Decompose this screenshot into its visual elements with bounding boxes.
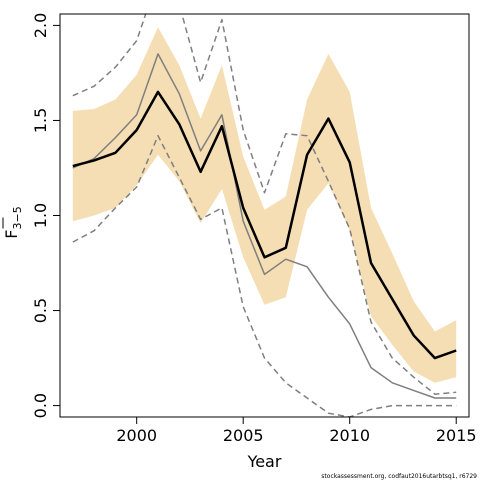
y-axis-title-main: F xyxy=(2,230,21,239)
y-tick-label: 0.5 xyxy=(31,298,50,323)
y-axis-title: F3−5 xyxy=(2,206,24,238)
plot-area xyxy=(72,14,457,417)
y-tick-label: 2.0 xyxy=(31,13,50,38)
previous-estimate-line xyxy=(72,53,457,399)
svg-text:F3−5: F3−5 xyxy=(2,206,24,238)
x-tick-label: 2015 xyxy=(436,426,477,445)
previous-ci-lower-line xyxy=(72,134,457,417)
estimate-line xyxy=(72,90,457,360)
confidence-band xyxy=(72,27,457,383)
x-tick-label: 2005 xyxy=(223,426,264,445)
credit-text: stockassessment.org, codfaut2016utarbtsq… xyxy=(321,473,477,480)
y-axis-title-subscript: 3−5 xyxy=(11,206,24,229)
x-tick-label: 2000 xyxy=(116,426,157,445)
x-axis: 2000 2005 2010 2015 xyxy=(116,417,477,445)
x-axis-title: Year xyxy=(247,452,282,471)
x-tick-label: 2010 xyxy=(329,426,370,445)
y-tick-label: 0.0 xyxy=(31,393,50,418)
y-tick-label: 1.5 xyxy=(31,108,50,133)
y-tick-label: 1.0 xyxy=(31,203,50,228)
y-axis: 0.0 0.5 1.0 1.5 2.0 xyxy=(31,13,60,418)
previous-ci-upper-line xyxy=(72,14,457,395)
